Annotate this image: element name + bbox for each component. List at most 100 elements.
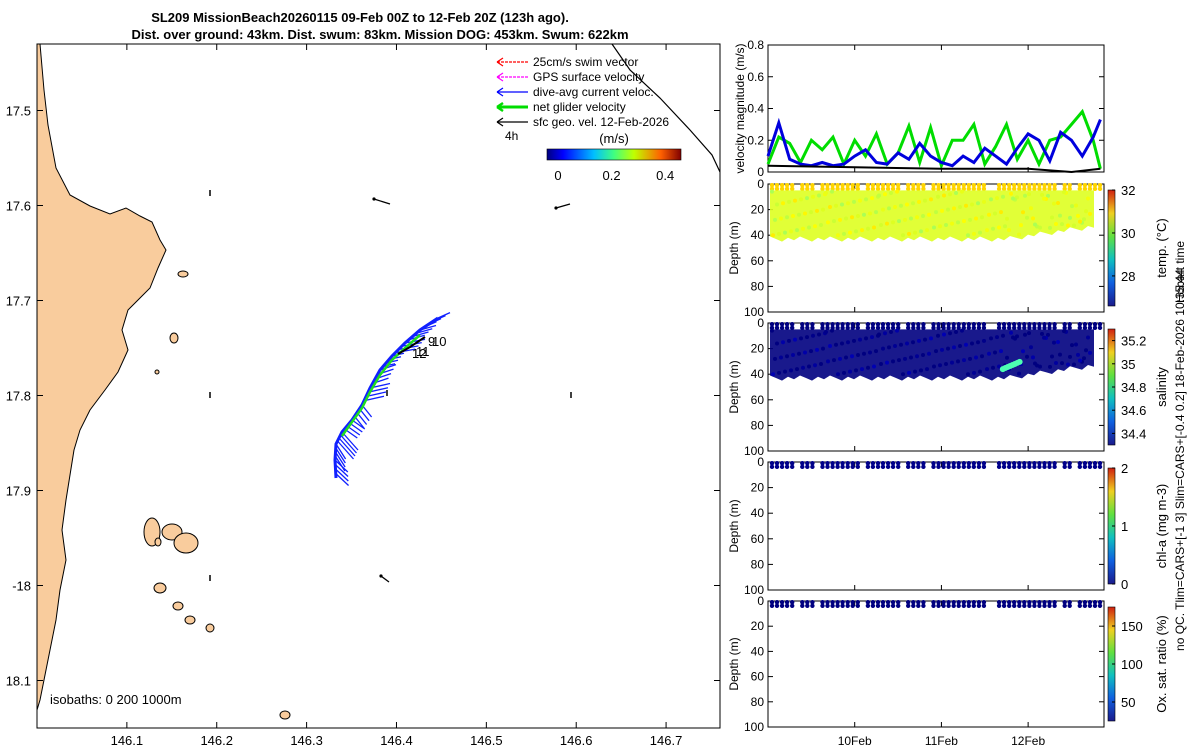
water-column-sample — [1082, 217, 1086, 222]
surface-sample-dot — [916, 603, 921, 608]
water-column-sample — [940, 208, 944, 213]
water-column-sample — [834, 203, 838, 208]
water-column-sample — [934, 210, 938, 215]
surface-sample-dot — [774, 603, 780, 608]
surface-sample-dot — [896, 183, 901, 188]
panel-colorbar-tick-label: 1 — [1121, 519, 1128, 534]
water-column-sample — [1056, 340, 1060, 345]
water-column-sample — [799, 197, 803, 202]
water-column-sample — [993, 350, 997, 355]
surface-sample-dot — [1027, 461, 1032, 466]
water-column-sample — [1062, 190, 1066, 195]
water-column-sample — [982, 199, 986, 204]
water-column-sample — [785, 215, 789, 220]
surface-sample-dot — [931, 186, 936, 192]
water-column-sample — [993, 211, 997, 216]
dive-avg-current-vector — [335, 447, 346, 464]
surface-sample-dot — [916, 322, 921, 327]
map-x-tick-label: 146.2 — [200, 733, 233, 748]
surface-sample-dot — [931, 603, 936, 608]
surface-sample-dot — [865, 186, 871, 192]
surface-sample-dot — [1077, 325, 1083, 331]
velocity-series-line-2 — [766, 117, 1102, 168]
surface-sample-dot — [956, 600, 961, 605]
surface-sample-dot — [916, 600, 921, 605]
water-column-sample — [982, 338, 986, 343]
surface-sample-dot — [1007, 183, 1012, 188]
surface-sample-dot — [1082, 186, 1088, 192]
surface-sample-dot — [820, 183, 825, 188]
surface-sample-dot — [1092, 464, 1098, 470]
geo-vel-arrow-2 — [555, 203, 571, 209]
surface-sample-dot — [1027, 186, 1032, 192]
surface-sample-dot — [1012, 603, 1017, 608]
surface-sample-dot — [946, 325, 951, 331]
water-column-sample — [844, 355, 848, 360]
water-column-sample — [840, 202, 844, 207]
water-column-sample — [991, 365, 995, 370]
water-column-sample — [1060, 361, 1064, 366]
water-column-sample — [901, 233, 905, 238]
surface-sample-dot — [1012, 183, 1017, 188]
surface-sample-dot — [1047, 600, 1052, 605]
water-column-sample — [1050, 215, 1054, 220]
surface-sample-dot — [1027, 322, 1032, 327]
water-column-sample — [1084, 348, 1088, 353]
water-column-sample — [956, 359, 960, 364]
surface-sample-dot — [875, 322, 881, 327]
geo-vel-arrowhead-3 — [379, 574, 383, 578]
surface-sample-dot — [855, 600, 860, 605]
water-column-sample — [1019, 223, 1023, 228]
surface-sample-dot — [961, 464, 966, 470]
water-column-sample — [968, 356, 972, 361]
surface-sample-dot — [1037, 464, 1042, 470]
time-axis-tick-label: 10Feb — [838, 734, 872, 748]
panel-y-tick-label: 0 — [757, 594, 764, 608]
water-column-sample — [872, 364, 876, 369]
water-column-sample — [942, 332, 946, 337]
water-column-sample — [1060, 222, 1064, 227]
surface-sample-dot — [1067, 603, 1072, 608]
surface-sample-dot — [951, 186, 956, 192]
surface-sample-dot — [1077, 600, 1083, 605]
panel-colorbar-tick-label: 34.6 — [1121, 403, 1146, 418]
surface-sample-dot — [941, 464, 946, 470]
water-column-sample — [1048, 364, 1052, 369]
water-column-sample — [1040, 331, 1044, 336]
water-column-sample — [860, 228, 864, 233]
surface-sample-dot — [1022, 464, 1027, 470]
water-column-sample — [1058, 352, 1062, 357]
water-column-sample — [1054, 222, 1058, 227]
panel-y-tick-label: 60 — [751, 254, 765, 268]
surface-sample-dot — [946, 322, 951, 327]
surface-sample-dot — [890, 183, 896, 188]
surface-sample-dot — [850, 322, 855, 327]
water-column-sample — [1021, 349, 1025, 354]
surface-sample-dot — [946, 183, 951, 188]
panel-y-tick-label: 20 — [751, 342, 765, 356]
island-7 — [153, 582, 167, 594]
surface-sample-dot — [820, 461, 825, 466]
panel-y-tick-label: 20 — [751, 203, 765, 217]
surface-sample-dot — [996, 325, 1002, 331]
water-column-sample — [972, 370, 976, 375]
surface-sample-dot — [981, 600, 987, 605]
water-column-sample — [948, 331, 952, 336]
track-day-label-12: 12 — [412, 346, 426, 361]
panel-colorbar-label: chl-a (mg m-3) — [1154, 484, 1169, 569]
surface-sample-dot — [941, 603, 946, 608]
map-y-tick-label: 17.5 — [6, 104, 31, 119]
surface-sample-dot — [981, 461, 987, 466]
panel-colorbar-tick-label: 30 — [1121, 226, 1135, 241]
surface-sample-dot — [890, 603, 896, 608]
panel-y-tick-label: 0 — [757, 316, 764, 330]
map-y-tick-label: 17.7 — [6, 294, 31, 309]
water-column-sample — [807, 364, 811, 369]
water-column-sample — [891, 220, 895, 225]
surface-sample-dot — [1092, 600, 1098, 605]
panel-colorbar-label: salinity — [1154, 367, 1169, 407]
water-column-sample — [877, 193, 881, 198]
surface-sample-dot — [779, 603, 785, 608]
surface-sample-dot — [845, 186, 850, 192]
